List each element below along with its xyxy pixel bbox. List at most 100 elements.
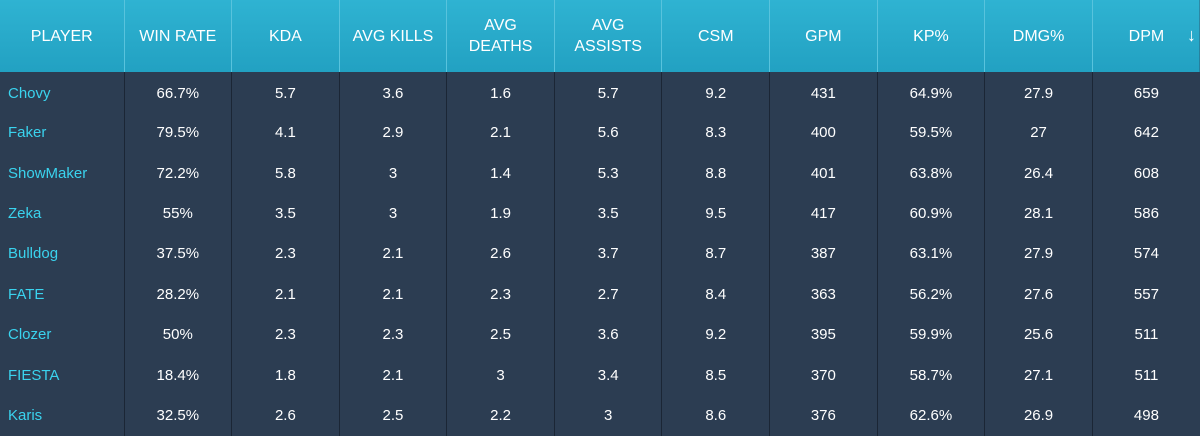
col-avg-kills-cell: 2.1 <box>339 233 448 275</box>
col-gpm-cell: 376 <box>769 395 878 436</box>
col-kp-cell: 56.2% <box>877 274 986 315</box>
col-dmg-cell: 27.9 <box>984 233 1093 275</box>
table-body: Chovy 66.7% 5.7 3.6 1.6 5.7 9.2 431 64.9% 27.9 659… <box>0 72 1200 436</box>
col-avg-assists-cell: 3.5 <box>554 193 663 234</box>
column-header-label: PLAYER <box>30 27 93 45</box>
col-gpm-cell: 400 <box>769 112 878 153</box>
col-kda-cell: 2.6 <box>231 395 340 436</box>
col-dpm-cell: 557 <box>1133 285 1159 303</box>
col-avg-kills-cell: 3.6 <box>339 72 448 113</box>
sort-arrow-down-icon[interactable]: ↓ <box>1187 25 1196 45</box>
col-dpm-cell: 498 <box>1133 407 1159 425</box>
col-avg-deaths-cell: 2.6 <box>446 233 555 275</box>
col-dmg-header[interactable]: DMG% <box>984 0 1093 72</box>
table-row: Bulldog 37.5% 2.3 2.1 2.6 3.7 8.7 387 63.1% 27.9 5… <box>0 233 1200 275</box>
player-name-link[interactable]: FIESTA <box>0 355 125 396</box>
col-kp-cell: 63.8% <box>877 152 986 194</box>
col-win-rate-cell: 50% <box>124 314 233 356</box>
table-row: FIESTA 18.4% 1.8 2.1 3 3.4 8.5 370 58.7% 27.1 511 <box>0 355 1200 396</box>
col-dmg-cell: 27 <box>984 112 1093 153</box>
col-kda-cell: 5.8 <box>231 152 340 194</box>
col-kda-cell: 2.1 <box>231 274 340 315</box>
col-dpm-cell: 511 <box>1134 366 1159 384</box>
col-gpm-cell: 417 <box>769 193 878 234</box>
player-name-link[interactable]: Bulldog <box>0 233 125 275</box>
col-dpm-header[interactable]: DPM ↓ <box>1092 0 1200 72</box>
col-avg-deaths-cell: 2.2 <box>446 395 555 436</box>
col-csm-cell: 8.8 <box>661 152 771 194</box>
col-kp-cell: 58.7% <box>877 355 986 396</box>
col-kda-cell: 1.8 <box>231 355 340 396</box>
col-kp-header[interactable]: KP% <box>877 0 986 72</box>
col-gpm-cell: 431 <box>769 72 878 113</box>
col-dpm-cell: 574 <box>1133 245 1159 263</box>
col-gpm-cell: 395 <box>769 314 878 356</box>
col-csm-cell: 8.7 <box>661 233 771 275</box>
col-avg-deaths-cell: 2.3 <box>446 274 555 315</box>
col-avg-deaths-cell: 2.1 <box>446 112 555 153</box>
col-csm-cell: 8.3 <box>661 112 771 153</box>
col-avg-kills-header[interactable]: AVG KILLS <box>339 0 448 72</box>
table-row: ShowMaker 72.2% 5.8 3 1.4 5.3 8.8 401 63.8% 26.4 6… <box>0 152 1200 194</box>
col-csm-header[interactable]: CSM <box>661 0 771 72</box>
player-name-link[interactable]: Faker <box>0 112 125 153</box>
col-avg-assists-header[interactable]: AVG ASSISTS <box>554 0 663 72</box>
col-dmg-cell: 27.6 <box>984 274 1093 315</box>
col-win-rate-cell: 55% <box>124 193 233 234</box>
col-csm-cell: 8.5 <box>661 355 771 396</box>
col-win-rate-cell: 72.2% <box>124 152 233 194</box>
col-dpm-cell: 659 <box>1133 84 1159 102</box>
player-name-link[interactable]: ShowMaker <box>0 152 125 194</box>
col-win-rate-cell: 66.7% <box>124 72 233 113</box>
player-name-link[interactable]: FATE <box>0 274 125 315</box>
col-win-rate-cell: 37.5% <box>124 233 233 275</box>
col-avg-kills-cell: 3 <box>339 152 448 194</box>
col-kp-cell: 63.1% <box>877 233 986 275</box>
col-dpm-cell: 608 <box>1133 164 1159 182</box>
col-kp-cell: 62.6% <box>877 395 986 436</box>
col-gpm-cell: 370 <box>769 355 878 396</box>
column-header-label: AVG KILLS <box>352 27 434 45</box>
col-gpm-cell: 401 <box>769 152 878 194</box>
col-avg-assists-cell: 3.6 <box>554 314 663 356</box>
col-avg-deaths-header[interactable]: AVG DEATHS <box>446 0 555 72</box>
col-avg-deaths-cell: 2.5 <box>446 314 555 356</box>
col-avg-assists-cell: 5.6 <box>554 112 663 153</box>
col-avg-kills-cell: 2.5 <box>339 395 448 436</box>
col-dmg-cell: 26.4 <box>984 152 1093 194</box>
col-gpm-cell: 363 <box>769 274 878 315</box>
col-kda-cell: 3.5 <box>231 193 340 234</box>
col-avg-deaths-cell: 3 <box>446 355 555 396</box>
column-header-label: KP% <box>913 27 949 45</box>
column-header-label: KDA <box>268 27 302 45</box>
table-row: Faker 79.5% 4.1 2.9 2.1 5.6 8.3 400 59.5% 27 642 <box>0 112 1200 153</box>
column-header-label: CSM <box>697 27 734 45</box>
player-name-link[interactable]: Zeka <box>0 193 125 234</box>
col-dmg-cell: 27.9 <box>984 72 1093 113</box>
col-avg-kills-cell: 2.9 <box>339 112 448 153</box>
column-header-label: AVG ASSISTS <box>574 17 642 55</box>
col-gpm-header[interactable]: GPM <box>769 0 878 72</box>
col-player-header[interactable]: PLAYER <box>0 0 125 72</box>
column-header-label: WIN RATE <box>139 27 217 45</box>
player-name-link[interactable]: Clozer <box>0 314 125 356</box>
column-header-label: DMG% <box>1012 27 1065 45</box>
col-kda-cell: 2.3 <box>231 233 340 275</box>
col-win-rate-header[interactable]: WIN RATE <box>124 0 233 72</box>
header-row: PLAYER WIN RATE KDA AVG KILLS AVG DEATHS AVG AS… <box>0 0 1200 72</box>
player-name-link[interactable]: Karis <box>0 395 125 436</box>
col-avg-assists-cell: 3.4 <box>554 355 663 396</box>
col-dmg-cell: 28.1 <box>984 193 1093 234</box>
col-gpm-cell: 387 <box>769 233 878 275</box>
col-avg-deaths-cell: 1.4 <box>446 152 555 194</box>
col-dpm-cell: 642 <box>1133 124 1159 142</box>
col-kda-header[interactable]: KDA <box>231 0 340 72</box>
table-row: FATE 28.2% 2.1 2.1 2.3 2.7 8.4 363 56.2% 27.6 557 <box>0 274 1200 315</box>
col-kda-cell: 5.7 <box>231 72 340 113</box>
col-win-rate-cell: 18.4% <box>124 355 233 396</box>
player-name-link[interactable]: Chovy <box>0 72 125 113</box>
col-avg-kills-cell: 2.1 <box>339 274 448 315</box>
col-avg-assists-cell: 5.7 <box>554 72 663 113</box>
col-dpm-cell: 511 <box>1134 326 1159 344</box>
